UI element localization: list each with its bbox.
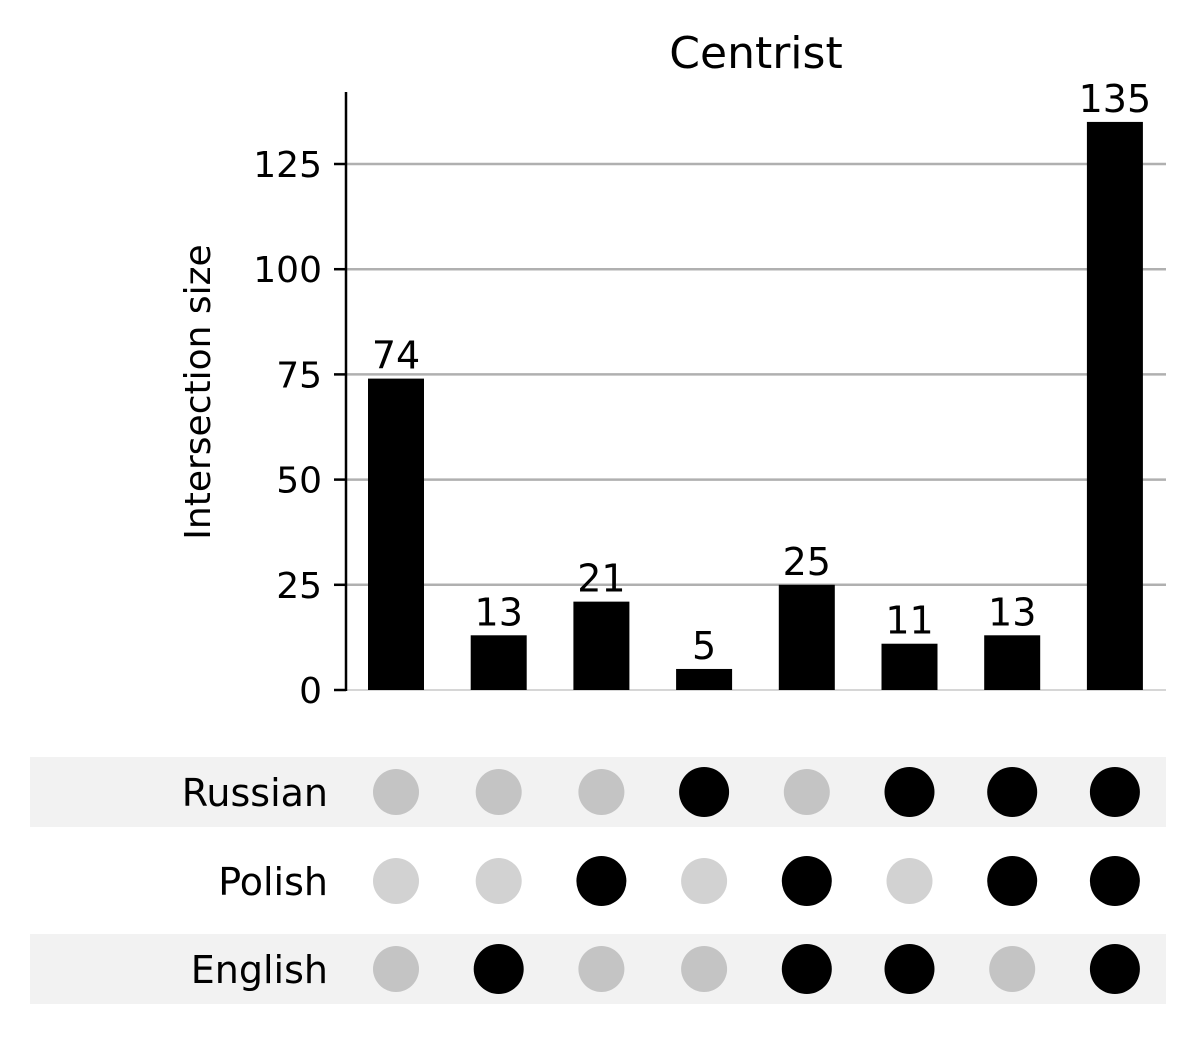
matrix-dot-inactive [475,769,522,815]
bar-value-label: 25 [783,540,831,584]
matrix-dot-inactive [681,858,728,904]
matrix-dot-active [576,856,627,906]
matrix-dot-active [1089,767,1140,817]
bars [368,121,1143,691]
matrix-dot-inactive [578,946,625,992]
chart-title: Centrist [669,28,842,79]
bar-labels: 74 13 21 5 25 11 13 135 [372,77,1151,668]
matrix-dot-inactive [886,858,933,904]
bar-value-label: 11 [885,599,933,643]
set-label-russian: Russian [182,771,328,815]
matrix-dot-active [679,767,730,817]
matrix-dot-inactive [373,858,419,904]
bar [778,584,835,690]
bar [881,643,938,690]
bar [1086,121,1143,691]
y-tick-label: 25 [276,566,322,607]
set-label-english: English [191,948,328,992]
bar-value-label: 21 [577,557,625,601]
y-tick-label: 50 [276,461,322,502]
matrix-dot-active [781,944,832,994]
matrix-dot-inactive [373,769,419,815]
matrix-dot-inactive [578,769,625,815]
bar-value-label: 5 [692,624,716,668]
matrix-dot-inactive [373,946,419,992]
bar [470,635,527,690]
matrix-dot-active [473,944,524,994]
matrix-dot-active [987,767,1038,817]
y-axis-label: Intersection size [178,244,219,539]
y-tick-label: 75 [276,355,322,396]
matrix-dot-inactive [783,769,830,815]
matrix-dot-active [1089,856,1140,906]
matrix-dot-inactive [989,946,1036,992]
matrix-dot-active [781,856,832,906]
bar [573,601,630,690]
y-tick-label: 100 [253,250,322,291]
y-axis: 0 25 50 75 100 125 [253,92,1166,712]
matrix-dot-active [884,944,935,994]
set-label-polish: Polish [218,860,328,904]
bar [368,378,424,690]
bar-value-label: 135 [1079,77,1152,121]
matrix-dot-active [1089,944,1140,994]
y-tick-label: 0 [299,671,322,712]
y-tick-label: 125 [253,145,322,186]
matrix-dot-inactive [681,946,728,992]
bar [984,635,1041,690]
bar [676,668,733,690]
matrix-dot-active [987,856,1038,906]
matrix-dot-inactive [475,858,522,904]
bar-value-label: 74 [372,334,420,378]
membership-matrix: Russian Polish English [182,767,1140,994]
matrix-dot-active [884,767,935,817]
gridlines [346,162,1166,587]
bar-value-label: 13 [988,590,1036,634]
bar-value-label: 13 [475,590,523,634]
